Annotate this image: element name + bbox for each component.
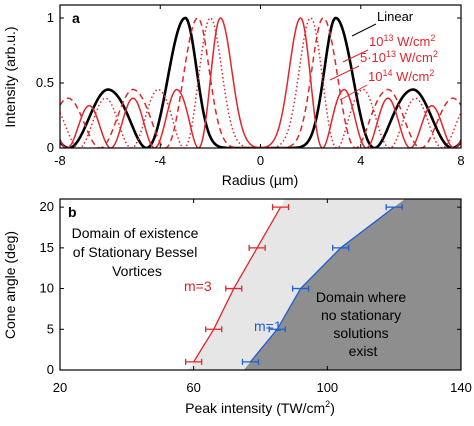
no-solution-region [243,199,461,370]
existence-region-label: Domain of existence of Stationary Bessel… [72,225,203,279]
panel-b-ticks: 20 60 100 140 0 5 10 15 20 [40,199,472,395]
legend-1e13-label: 1013 W/cm2 [369,33,435,49]
panel-a-ylabel: Intensity (arb.u.) [2,26,18,127]
x-tick-label: -4 [154,153,166,168]
x-tick-label: 140 [450,380,472,395]
legend-1e14-pointer [339,84,368,101]
curve-series-0 [60,16,461,148]
panel-b-regions [188,199,461,370]
panel-a-legend: Linear 1013 W/cm2 5·1013 W/cm2 1014 W/cm… [329,9,438,101]
y-tick-label: 10 [40,281,54,296]
existence-region [188,199,405,370]
x-tick-label: 100 [316,380,338,395]
legend-5e13-label: 5·1013 W/cm2 [360,49,438,65]
x-tick-label: 8 [457,153,464,168]
legend-linear-pointer [351,23,377,37]
panel-a-xlabel: Radius (µm) [222,172,299,188]
curve-series-1 [60,17,461,148]
panel-b-frame [59,198,462,371]
x-tick-label: 60 [186,380,200,395]
y-tick-label: 0 [47,362,54,377]
series-m1-label: m=1 [254,318,282,334]
y-tick-label: 20 [40,199,54,214]
panel-a-tag: a [72,10,80,26]
y-tick-label: 15 [40,240,54,255]
y-tick-label: 0.5 [36,75,54,90]
x-tick-label: 4 [357,153,364,168]
legend-1e13-pointer [342,49,369,63]
panel-a-ticks: -8 -4 0 4 8 0 0.5 1 [36,5,465,168]
panel-b: 20 60 100 140 0 5 10 15 20 b Domain of existence… [2,198,472,416]
legend-1e14-label: 1014 W/cm2 [368,68,434,84]
legend-5e13-pointer [329,65,360,81]
y-tick-label: 5 [47,321,54,336]
legend-linear-label: Linear [377,9,414,24]
panel-b-tag: b [68,204,77,220]
y-tick-label: 1 [47,10,54,25]
panel-b-ylabel: Cone angle (deg) [2,231,18,339]
panel-b-curves [185,204,403,365]
y-tick-label: 0 [47,140,54,155]
x-tick-label: 20 [53,380,67,395]
x-tick-label: 0 [257,153,264,168]
series-m3-label: m=3 [184,278,212,294]
no-solution-region-label: Domain where no stationary solutions exi… [316,289,410,359]
panel-b-xlabel: Peak intensity (TW/cm2) [185,399,335,416]
x-tick-label: -8 [54,153,66,168]
panel-a: -8 -4 0 4 8 0 0.5 1 a Linear 1013 W/cm2 5·1013 … [2,4,465,188]
